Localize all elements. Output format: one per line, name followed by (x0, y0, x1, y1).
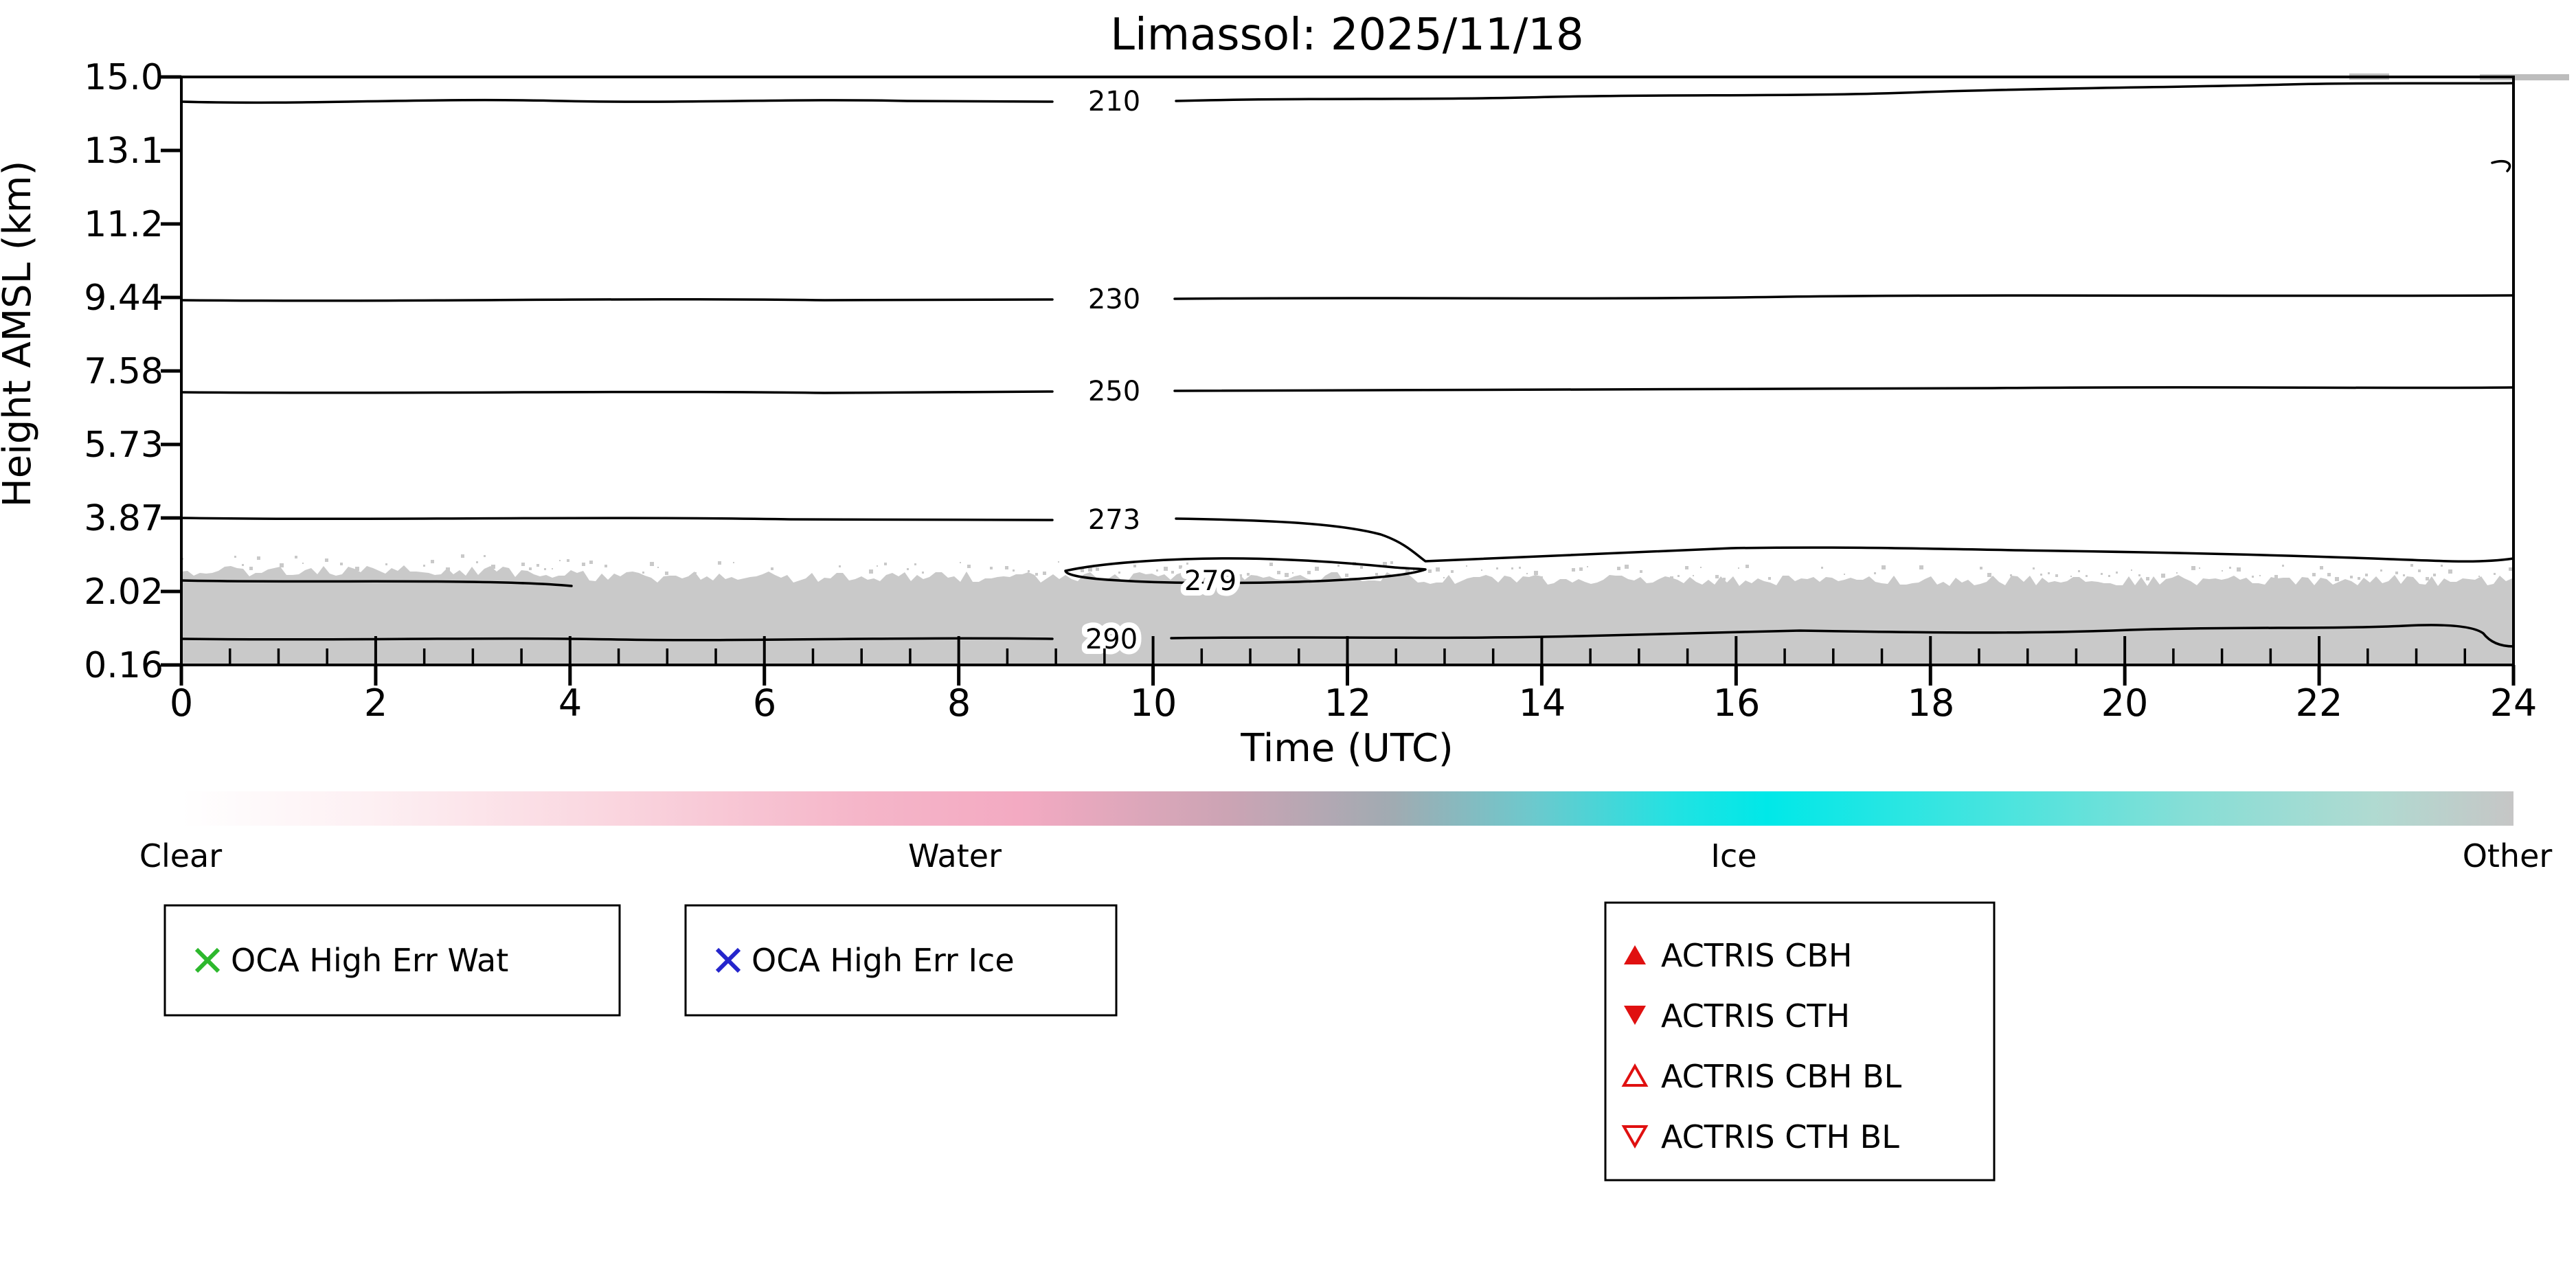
legend-label: ACTRIS CBH (1661, 937, 1853, 974)
contour-279-loop (1064, 557, 1427, 585)
x-tick: 14 (1519, 681, 1566, 725)
x-marker-blue-icon (715, 947, 741, 973)
contour-label-210: 210 (1088, 86, 1140, 117)
contour-273-line (1175, 517, 2515, 563)
contour-210-line (180, 98, 1054, 104)
contour-250-line (1173, 386, 2515, 392)
x-tick: 2 (364, 681, 387, 725)
x-tick: 16 (1713, 681, 1761, 725)
legend-box (1604, 901, 1996, 1182)
isotherm-contours (180, 82, 2515, 648)
x-tick: 24 (2490, 681, 2538, 725)
colorbar-label-other: Other (2463, 837, 2553, 874)
contour-210-line (1175, 82, 2515, 102)
triangle-down-open-icon (1621, 1125, 1649, 1149)
contour-fragment (2491, 160, 2511, 172)
y-tick: 9.44 (84, 278, 163, 319)
x-tick: 0 (170, 681, 193, 725)
legend-label: ACTRIS CTH (1661, 997, 1850, 1035)
legend-box (163, 904, 621, 1017)
legend-label: OCA High Err Ice (752, 942, 1015, 979)
axis-ticks (161, 75, 2516, 686)
x-tick: 4 (558, 681, 582, 725)
x-tick: 6 (753, 681, 776, 725)
triangle-down-filled-icon (1624, 1006, 1646, 1025)
contour-290-line (1170, 624, 2515, 648)
contour-250-line (180, 390, 1054, 394)
contour-290-line (180, 637, 1054, 642)
gray-artifact (2480, 74, 2569, 80)
chart-title: Limassol: 2025/11/18 (1110, 10, 1583, 60)
y-tick: 11.2 (84, 204, 163, 245)
x-tick: 8 (947, 681, 971, 725)
triangle-up-filled-icon (1624, 945, 1646, 964)
colorbar-label-water: Water (908, 837, 1002, 874)
contour-230-line (180, 297, 1054, 302)
legend-label: ACTRIS CTH BL (1661, 1118, 1899, 1155)
contour-labels: 210 230 250 273 279 290 (1080, 80, 1242, 661)
contour-label-279: 279 (1184, 565, 1236, 597)
triangle-up-open-icon (1621, 1063, 1649, 1087)
contour-label-250: 250 (1088, 376, 1140, 407)
x-marker-green-icon (194, 947, 221, 973)
y-tick: 15.0 (84, 57, 163, 98)
y-axis-label: Height AMSL (km) (0, 161, 40, 508)
contour-230-line (1173, 294, 2515, 300)
y-tick: 13.1 (84, 131, 163, 172)
phase-speckles (181, 554, 2512, 581)
x-axis-label: Time (UTC) (1240, 726, 1454, 771)
contour-label-273: 273 (1088, 504, 1140, 536)
x-tick-labels: 0 2 4 6 8 10 12 14 16 18 20 22 24 (170, 681, 2538, 725)
legend-actris: ACTRIS CBH ACTRIS CTH ACTRIS CBH BL ACTR… (1604, 901, 1996, 1182)
colorbar: Clear Water Ice Other (139, 791, 2553, 874)
y-tick: 7.58 (84, 351, 163, 392)
x-tick: 22 (2296, 681, 2343, 725)
colorbar-gradient (181, 791, 2513, 826)
contour-273-line (180, 517, 1054, 521)
y-tick: 0.16 (84, 645, 163, 686)
y-tick-labels: 15.0 13.1 11.2 9.44 7.58 5.73 3.87 2.02 … (84, 57, 163, 686)
colorbar-label-ice: Ice (1710, 837, 1756, 874)
legend-label: OCA High Err Wat (231, 942, 508, 979)
colorbar-label-clear: Clear (139, 837, 222, 874)
legend-oca-wat: OCA High Err Wat (163, 904, 621, 1017)
contour-279-line (180, 579, 573, 587)
contour-label-290: 290 (1085, 624, 1138, 655)
legend-label: ACTRIS CBH BL (1661, 1058, 1902, 1095)
legend-oca-ice: OCA High Err Ice (684, 904, 1118, 1017)
y-tick: 3.87 (84, 498, 163, 539)
x-tick: 12 (1324, 681, 1372, 725)
y-tick: 5.73 (84, 425, 163, 466)
contour-label-230: 230 (1088, 284, 1140, 315)
y-tick: 2.02 (84, 572, 163, 613)
x-tick: 20 (2101, 681, 2149, 725)
legend-box (684, 904, 1118, 1017)
x-tick: 18 (1908, 681, 1955, 725)
x-tick: 10 (1130, 681, 1177, 725)
